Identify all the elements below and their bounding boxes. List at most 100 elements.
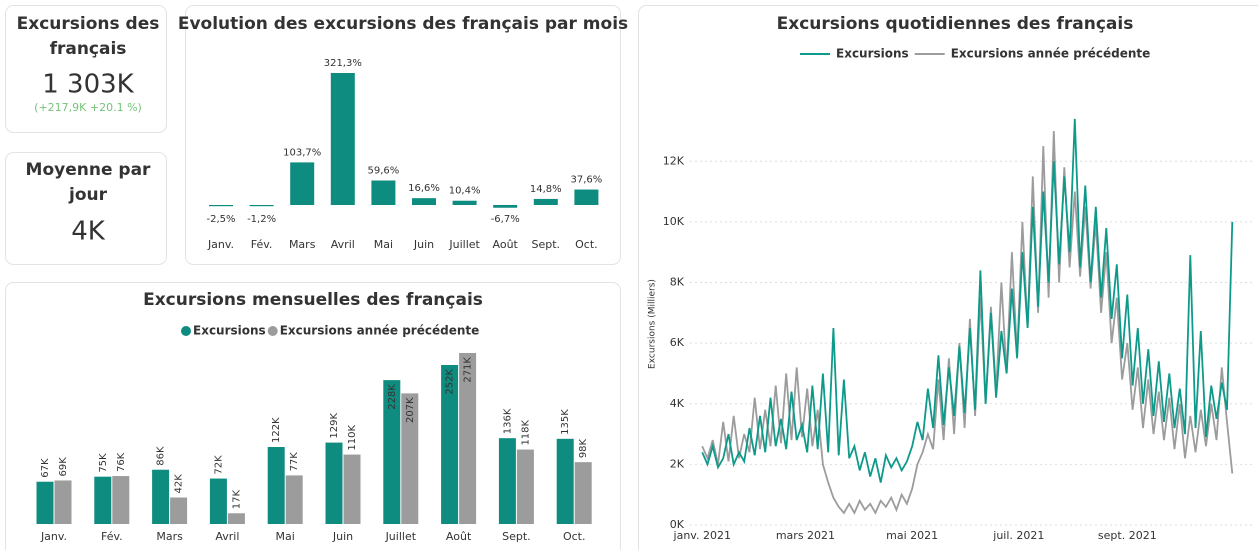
x-tick-label: Août: [493, 238, 519, 251]
x-tick-label: janv. 2021: [673, 529, 731, 542]
x-tick-label: Mai: [276, 530, 295, 543]
card-delta: (+217,9K +20.1 %): [34, 101, 142, 114]
data-label: 69K: [58, 457, 69, 477]
data-label: 129K: [329, 413, 340, 439]
x-tick-label: mai 2021: [886, 529, 938, 542]
card-value: 1 303K: [42, 70, 134, 100]
x-tick-label: sept. 2021: [1098, 529, 1157, 542]
data-label: -1,2%: [247, 214, 276, 225]
chart-card: [185, 5, 621, 265]
card: [5, 152, 167, 265]
x-tick-label: Juin: [413, 238, 434, 251]
bar: [152, 469, 170, 524]
y-tick-label: 12K: [663, 154, 685, 167]
x-tick-label: Mars: [156, 530, 183, 543]
data-label: 110K: [347, 425, 358, 451]
bar: [493, 205, 518, 208]
x-tick-label: Mars: [289, 238, 316, 251]
bar: [498, 438, 516, 524]
bar: [94, 476, 112, 524]
x-tick-label: Oct.: [563, 530, 586, 543]
y-tick-label: 2K: [670, 457, 685, 470]
bar: [249, 205, 274, 207]
card-title: Moyenne par jour: [26, 160, 152, 205]
chart-card: [638, 5, 1258, 550]
legend-marker: [181, 326, 191, 336]
x-tick-label: Oct.: [575, 238, 598, 251]
line: [701, 118, 1234, 483]
data-label: 75K: [98, 453, 109, 473]
y-tick-label: 8K: [670, 276, 685, 289]
bar: [170, 497, 188, 524]
card-title: Excursions des français: [17, 14, 160, 59]
legend-marker: [267, 326, 278, 336]
x-tick-label: juil. 2021: [992, 529, 1044, 542]
data-label: 207K: [405, 397, 416, 423]
x-tick-label: Janv.: [40, 530, 67, 543]
data-label: 10,4%: [449, 186, 481, 197]
bar: [285, 475, 303, 524]
data-label: 67K: [40, 458, 51, 478]
data-label: 228K: [387, 384, 398, 410]
data-label: 135K: [560, 409, 571, 435]
x-tick-label: Sept.: [502, 530, 531, 543]
x-tick-label: Mai: [374, 238, 393, 251]
x-tick-label: Juillet: [385, 530, 417, 543]
bar: [441, 364, 459, 524]
data-label: 252K: [445, 369, 456, 395]
bar: [54, 480, 72, 524]
bar: [209, 478, 227, 524]
data-label: 76K: [116, 452, 127, 472]
data-label: 86K: [156, 446, 167, 466]
bar: [227, 513, 245, 524]
card-value: 4K: [71, 217, 106, 247]
bar: [383, 380, 401, 524]
bar: [574, 189, 599, 205]
y-tick-label: 4K: [670, 397, 685, 410]
data-label: 17K: [231, 490, 242, 510]
data-label: 42K: [174, 474, 185, 494]
y-tick-label: 10K: [663, 215, 685, 228]
chart-title: Excursions quotidiennes des français: [777, 14, 1134, 34]
bar: [112, 476, 130, 524]
x-tick-label: Fév.: [101, 530, 123, 543]
chart-title: Evolution des excursions des français pa…: [178, 14, 628, 34]
data-label: 77K: [289, 452, 300, 472]
data-label: 103,7%: [283, 147, 321, 158]
bar: [516, 449, 534, 524]
x-tick-label: Juin: [332, 530, 353, 543]
legend-label: Excursions année précédente: [951, 47, 1151, 61]
y-tick-label: 0K: [670, 518, 685, 531]
bar: [209, 205, 233, 207]
data-label: 98K: [578, 438, 589, 458]
bar: [330, 73, 355, 205]
bar: [325, 442, 343, 524]
legend-label: Excursions année précédente: [280, 324, 480, 338]
bar: [401, 393, 419, 524]
bar: [371, 180, 396, 205]
x-tick-label: Avril: [331, 238, 355, 251]
data-label: 59,6%: [368, 166, 400, 177]
data-label: 118K: [520, 419, 531, 445]
x-tick-label: Janv.: [207, 238, 234, 251]
x-tick-label: Fév.: [251, 238, 273, 251]
x-tick-label: Avril: [215, 530, 239, 543]
bar: [452, 200, 477, 205]
bar: [290, 162, 315, 205]
card: [5, 5, 167, 133]
y-axis-label: Excursions (Milliers): [648, 279, 658, 369]
chart-title: Excursions mensuelles des français: [143, 290, 483, 310]
bar: [412, 198, 436, 205]
data-label: 271K: [463, 357, 474, 383]
data-label: 16,6%: [408, 183, 440, 194]
data-label: 37,6%: [571, 175, 603, 186]
bar: [574, 462, 592, 524]
legend-label: Excursions: [193, 324, 266, 338]
x-tick-label: Sept.: [532, 238, 561, 251]
data-label: 122K: [271, 417, 282, 443]
data-label: -2,5%: [206, 214, 235, 225]
bar: [267, 447, 285, 524]
bar: [556, 438, 574, 524]
bar: [533, 198, 558, 205]
